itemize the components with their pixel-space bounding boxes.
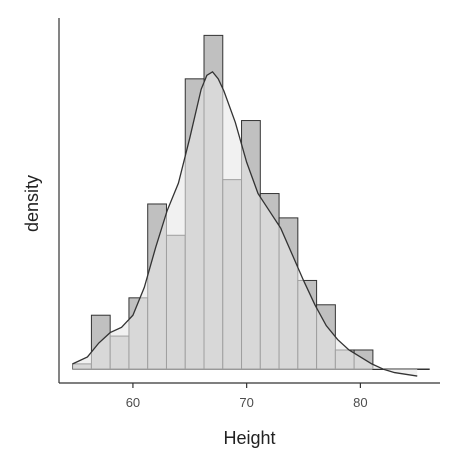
x-tick-label-70: 70 [239, 395, 253, 410]
x-axis-title: Height [223, 428, 275, 448]
plot-area [72, 34, 430, 377]
x-tick-label-80: 80 [353, 395, 367, 410]
y-axis-title: density [22, 175, 42, 232]
density-area [72, 71, 418, 377]
x-tick-label-60: 60 [126, 395, 140, 410]
x-axis-ticks: 60 70 80 [126, 383, 368, 410]
density-curve-line [72, 71, 418, 377]
